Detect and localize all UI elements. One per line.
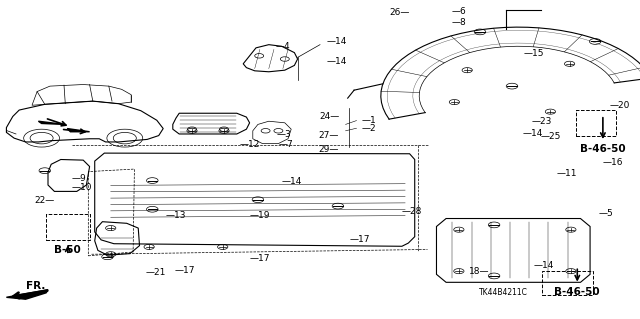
Text: —3: —3 <box>276 130 291 139</box>
Text: B-46-50: B-46-50 <box>580 144 626 154</box>
Text: —16: —16 <box>603 158 623 167</box>
Text: B-46-50: B-46-50 <box>554 287 600 297</box>
Text: —14: —14 <box>282 177 302 186</box>
Text: 24—: 24— <box>319 112 339 121</box>
Text: —14: —14 <box>326 57 347 66</box>
Text: —17: —17 <box>349 235 370 244</box>
Text: —9: —9 <box>72 174 86 183</box>
Text: —28: —28 <box>402 207 422 216</box>
Text: —1: —1 <box>362 116 376 125</box>
Text: —11: —11 <box>557 169 577 178</box>
Text: —17: —17 <box>174 266 195 275</box>
Text: —13: —13 <box>165 211 186 219</box>
Text: —21: —21 <box>146 268 166 277</box>
Text: 29—: 29— <box>319 145 339 154</box>
Text: —25: —25 <box>540 132 561 141</box>
Bar <box>542 271 593 295</box>
Polygon shape <box>6 290 48 299</box>
Text: —5: —5 <box>599 209 614 218</box>
Text: B-50: B-50 <box>54 245 81 255</box>
Text: —14: —14 <box>522 130 543 138</box>
Text: —23: —23 <box>531 117 552 126</box>
Text: —2: —2 <box>362 124 376 133</box>
Text: —14: —14 <box>326 37 347 46</box>
Text: —19: —19 <box>250 211 270 220</box>
Text: 18—: 18— <box>468 267 489 276</box>
Text: 22—: 22— <box>35 197 55 205</box>
Bar <box>46 214 90 240</box>
Polygon shape <box>67 129 90 132</box>
Text: —20: —20 <box>609 101 630 110</box>
Text: —7: —7 <box>279 140 294 149</box>
Text: TK44B4211C: TK44B4211C <box>479 288 527 297</box>
Polygon shape <box>38 121 64 124</box>
Text: —15: —15 <box>524 49 544 58</box>
Text: —10: —10 <box>72 183 92 192</box>
Text: —4: —4 <box>275 42 290 51</box>
Text: —6: —6 <box>452 7 467 16</box>
Text: —8: —8 <box>452 19 467 27</box>
Text: —14: —14 <box>534 261 554 270</box>
Text: —17: —17 <box>250 254 270 263</box>
Text: —12: —12 <box>239 140 260 149</box>
Text: 26—: 26— <box>389 8 410 17</box>
Bar <box>576 110 616 136</box>
Text: FR.: FR. <box>26 281 45 292</box>
Text: 27—: 27— <box>319 131 339 140</box>
